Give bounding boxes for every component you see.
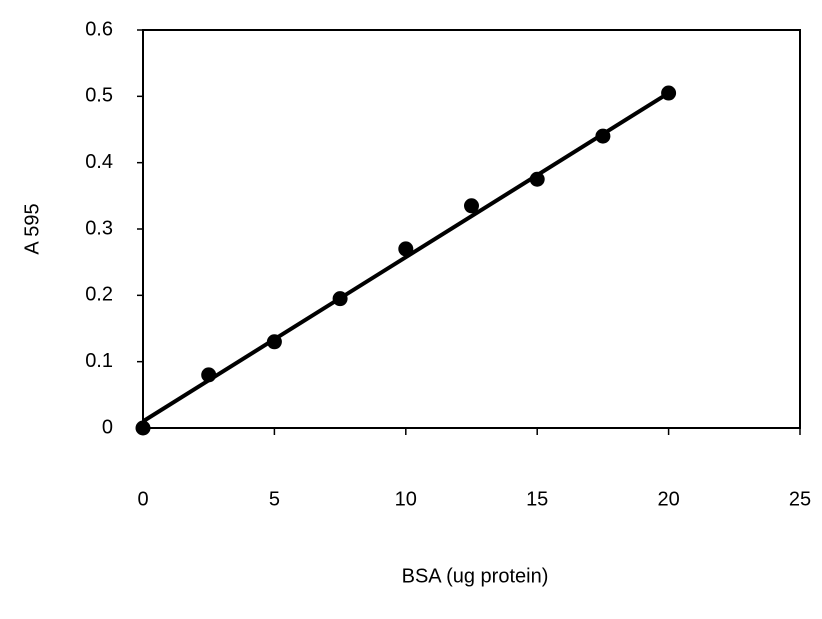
x-tick-label: 20	[657, 488, 679, 510]
y-tick-label: 0.1	[85, 350, 113, 372]
x-axis-label: BSA (ug protein)	[402, 565, 549, 587]
data-point	[332, 291, 348, 307]
x-tick-label: 5	[269, 488, 280, 510]
y-tick-label: 0.4	[85, 151, 113, 173]
y-tick-label: 0.5	[85, 85, 113, 107]
data-point	[661, 85, 677, 101]
data-point	[201, 367, 217, 383]
data-point	[398, 241, 414, 257]
x-tick-label: 10	[395, 488, 417, 510]
x-tick-label: 25	[789, 488, 811, 510]
y-tick-label: 0.3	[85, 217, 113, 239]
plot-frame	[142, 29, 801, 429]
data-point	[266, 334, 282, 350]
data-point	[595, 128, 611, 144]
data-point	[529, 171, 545, 187]
data-point	[135, 420, 151, 436]
x-tick-label: 0	[137, 488, 148, 510]
y-tick-label: 0.2	[85, 284, 113, 306]
trendline	[141, 91, 670, 424]
x-tick-label: 15	[526, 488, 548, 510]
data-point	[464, 198, 479, 214]
y-axis-label: A 595	[21, 203, 43, 254]
y-tick-label: 0	[102, 416, 113, 438]
y-tick-label: 0.6	[85, 18, 113, 40]
